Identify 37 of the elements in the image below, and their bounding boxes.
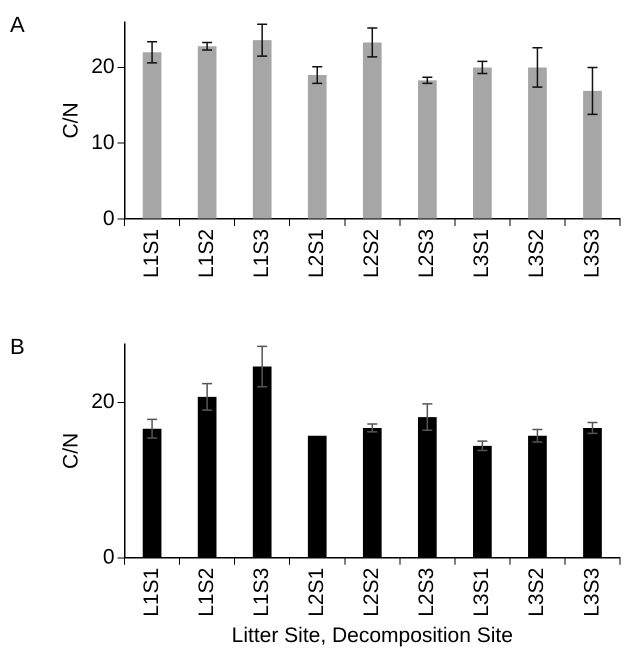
x-tick-label: L2S1: [305, 568, 328, 617]
x-tick-label: L2S1: [305, 228, 328, 278]
bar: [252, 40, 272, 218]
x-tick-label: L3S1: [470, 228, 494, 278]
bar: [308, 75, 327, 218]
x-tick-label: L3S3: [580, 228, 604, 278]
x-tick-label: L3S3: [580, 568, 604, 617]
x-tick-label: L2S2: [360, 568, 384, 617]
x-tick-label: L2S3: [415, 228, 438, 278]
x-tick-label: L1S1: [140, 228, 163, 278]
bar: [473, 67, 492, 218]
bar: [362, 42, 382, 218]
bar: [198, 46, 216, 218]
y-axis-title: C/N: [59, 102, 82, 139]
x-tick-label: L2S3: [415, 568, 438, 617]
x-tick-label: L1S2: [194, 228, 218, 278]
x-tick-label: L1S3: [250, 228, 273, 278]
bar: [418, 80, 437, 218]
y-tick-label: 10: [91, 131, 115, 154]
x-tick-label: L3S2: [525, 228, 548, 278]
y-tick-label: 20: [91, 55, 115, 78]
bar: [142, 52, 162, 218]
y-tick-label: 20: [91, 390, 115, 414]
x-tick-label: L3S1: [470, 568, 494, 617]
y-tick-label: 0: [102, 206, 115, 230]
x-axis-title: Litter Site, Decomposition Site: [232, 624, 513, 648]
y-axis-title: C/N: [59, 432, 82, 469]
x-tick-label: L1S1: [140, 568, 163, 617]
text: B: [10, 334, 25, 360]
bar: [528, 67, 547, 218]
x-tick-label: L2S2: [360, 228, 384, 278]
x-tick-label: L3S2: [525, 568, 548, 617]
bar: [583, 90, 602, 218]
x-tick-label: L1S2: [194, 568, 218, 617]
x-tick-label: L1S3: [250, 568, 273, 617]
text: A: [10, 12, 25, 38]
y-tick-label: 0: [102, 546, 115, 569]
